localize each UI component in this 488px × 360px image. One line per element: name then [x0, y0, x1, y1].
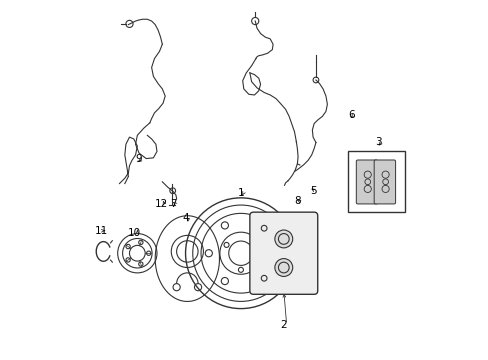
- FancyBboxPatch shape: [356, 160, 377, 204]
- Circle shape: [220, 232, 262, 274]
- Text: 6: 6: [347, 110, 354, 120]
- Text: 9: 9: [136, 154, 142, 164]
- Text: 1: 1: [237, 188, 244, 198]
- Circle shape: [274, 258, 292, 276]
- Circle shape: [274, 230, 292, 248]
- FancyBboxPatch shape: [373, 160, 395, 204]
- Text: 4: 4: [182, 212, 188, 222]
- Text: 8: 8: [293, 197, 300, 206]
- Text: 5: 5: [309, 186, 316, 197]
- Text: 2: 2: [280, 320, 286, 330]
- Text: 7: 7: [169, 199, 176, 209]
- FancyBboxPatch shape: [249, 212, 317, 294]
- Bar: [347, 152, 405, 212]
- Text: 10: 10: [128, 228, 141, 238]
- Text: 3: 3: [374, 138, 381, 148]
- Text: 11: 11: [95, 226, 108, 236]
- Text: 12: 12: [155, 199, 168, 209]
